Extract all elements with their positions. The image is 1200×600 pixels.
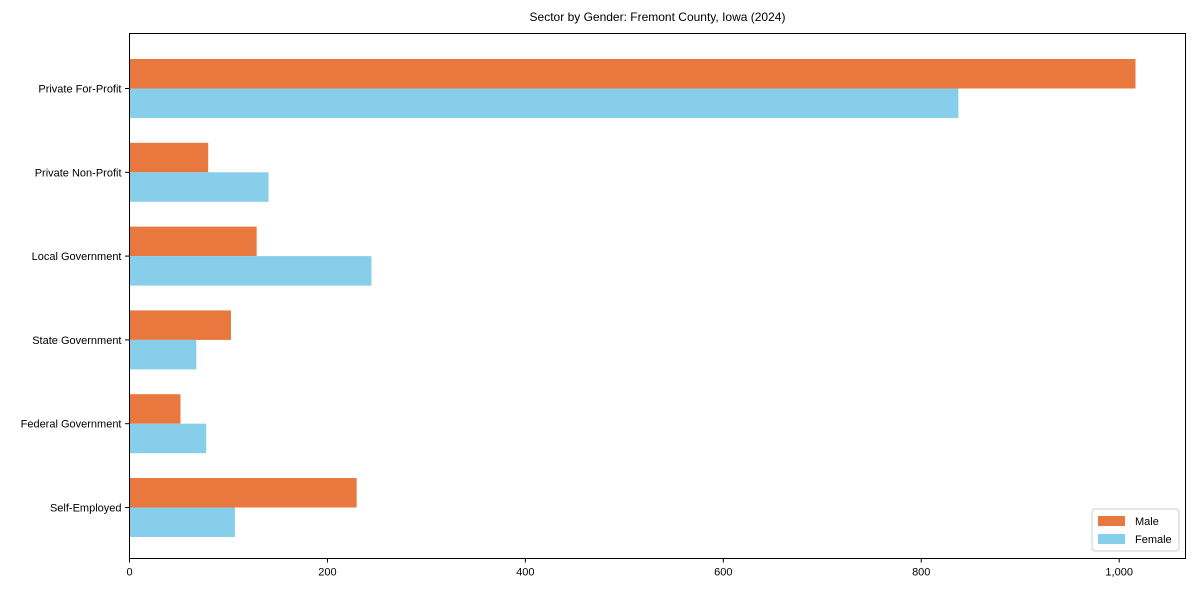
bar-female-self-employed [130,507,235,537]
x-axis-tick-label: 600 [714,567,732,579]
category-label-local-government: Local Government [32,251,122,263]
category-label-private-for-profit: Private For-Profit [38,84,121,96]
bar-male-private-non-profit [130,142,209,173]
category-label-self-employed: Self-Employed [50,503,122,515]
plot-border [129,33,1186,559]
bar-female-private-for-profit [130,88,959,118]
legend-label-male: Male [1135,516,1159,528]
bar-male-state-government [130,310,231,340]
x-axis-tick-label: 1,000 [1105,567,1133,579]
bar-female-state-government [130,339,197,370]
bar-female-federal-government [130,423,207,454]
bar-male-federal-government [130,394,181,424]
bar-male-self-employed [130,478,357,508]
bar-male-local-government [130,226,257,257]
category-label-state-government: State Government [32,335,121,347]
category-label-federal-government: Federal Government [21,419,122,431]
legend-label-female: Female [1135,534,1172,546]
bar-female-local-government [130,256,372,286]
legend-swatch-female [1098,534,1125,544]
x-axis-tick-label: 200 [318,567,336,579]
x-axis-tick-label: 0 [126,567,132,579]
category-label-private-non-profit: Private Non-Profit [35,167,122,179]
bar-male-private-for-profit [130,59,1136,89]
x-axis-tick-label: 400 [516,567,534,579]
chart-title: Sector by Gender: Fremont County, Iowa (… [530,10,786,24]
bar-female-private-non-profit [130,172,269,202]
legend-swatch-male [1098,516,1125,526]
x-axis-tick-label: 800 [912,567,930,579]
